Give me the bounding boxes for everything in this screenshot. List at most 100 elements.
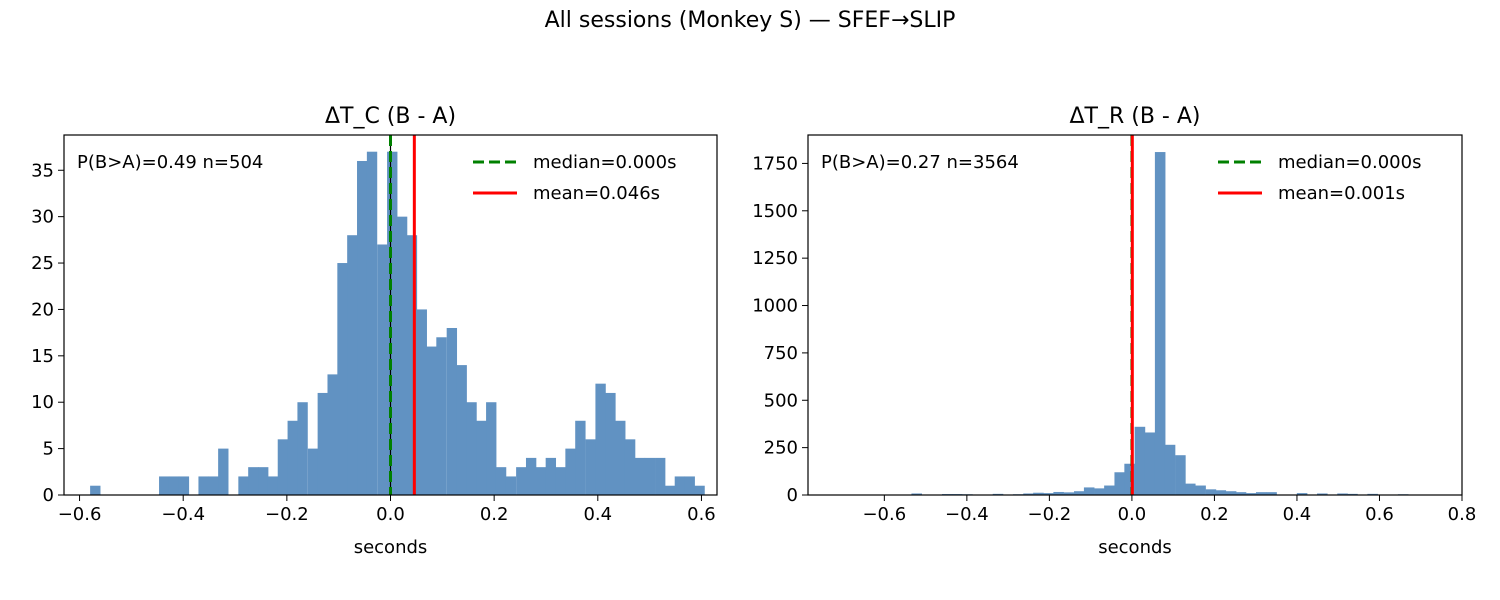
chart2-xtick-label: 0.0 <box>1118 504 1147 525</box>
chart1-bar-8 <box>248 467 259 495</box>
chart1-ytick-label: 5 <box>43 439 54 460</box>
chart1-bar-28 <box>446 327 458 495</box>
chart2-xtick-label: −0.6 <box>862 504 906 525</box>
chart2-bar-29 <box>1255 492 1267 495</box>
chart1-bar-26 <box>426 346 437 495</box>
chart1-bar-47 <box>634 457 646 495</box>
chart1-bar-51 <box>674 476 686 495</box>
chart1-annotation: P(B>A)=0.49 n=504 <box>77 152 263 173</box>
chart1-ytick-label: 0 <box>43 485 54 506</box>
chart1-legend-label-1: mean=0.046s <box>533 183 660 204</box>
chart1-bar-44 <box>605 392 616 495</box>
chart2-ytick-label: 0 <box>787 485 798 506</box>
chart1-bar-19 <box>357 160 368 496</box>
chart2-bar-30 <box>1266 492 1277 495</box>
chart1-xtick-label: −0.6 <box>58 504 102 525</box>
chart1-bar-40 <box>565 448 576 495</box>
chart2-ytick-label: 1000 <box>752 296 798 317</box>
chart2-bar-15 <box>1114 472 1125 495</box>
chart1-bar-31 <box>476 420 487 495</box>
chart1-xtick-label: 0.4 <box>583 504 612 525</box>
chart2-xtick-label: −0.4 <box>945 504 989 525</box>
chart1-bar-46 <box>624 439 636 495</box>
chart1-bar-11 <box>277 439 289 495</box>
chart2-axes-frame <box>807 134 1463 496</box>
chart2-bar-14 <box>1104 485 1115 495</box>
chart1-bar-25 <box>416 309 427 495</box>
chart2-ytick-label: 500 <box>764 390 798 411</box>
chart1-bar-23 <box>396 216 408 495</box>
chart2-bar-26 <box>1225 491 1237 495</box>
chart2-bar-21 <box>1175 455 1186 495</box>
chart2-bar-20 <box>1164 444 1176 495</box>
chart1-ytick-label: 25 <box>31 253 54 274</box>
chart2-legend-label-1: mean=0.001s <box>1278 183 1405 204</box>
chart1-bar-53 <box>694 485 705 495</box>
chart2-bar-32 <box>1317 493 1328 495</box>
chart1-bar-38 <box>545 457 557 495</box>
chart1-bar-1 <box>159 476 170 495</box>
chart2-xtick-label: −0.2 <box>1028 504 1072 525</box>
chart1-bar-7 <box>238 476 249 495</box>
chart1-bar-20 <box>366 151 378 495</box>
chart1-xtick-label: −0.2 <box>265 504 309 525</box>
chart1-bar-48 <box>644 457 655 495</box>
chart2-bar-33 <box>1337 493 1348 495</box>
chart2-xtick-label: 0.8 <box>1448 504 1477 525</box>
chart1-title: ΔT_C (B - A) <box>325 104 456 129</box>
chart1-ytick-label: 30 <box>31 207 54 228</box>
chart1-bar-5 <box>208 476 219 495</box>
chart1-bar-22 <box>387 151 398 495</box>
chart2-bar-16 <box>1124 463 1135 495</box>
chart2-bar-11 <box>1074 491 1085 495</box>
chart2-bar-18 <box>1144 432 1156 495</box>
chart1-legend-label-0: median=0.000s <box>533 152 676 173</box>
chart2-annotation: P(B>A)=0.27 n=3564 <box>821 152 1019 173</box>
chart1-ytick-label: 15 <box>31 346 54 367</box>
chart1-bar-13 <box>297 402 308 495</box>
chart1-bar-15 <box>317 392 328 495</box>
chart2-bar-0 <box>911 493 922 495</box>
chart1-bar-9 <box>258 467 269 495</box>
chart1-bar-45 <box>615 420 626 495</box>
chart1-bar-49 <box>655 457 666 495</box>
chart2-bar-31 <box>1296 493 1308 495</box>
chart2-bar-17 <box>1134 426 1146 495</box>
chart2-bar-10 <box>1063 492 1075 495</box>
chart2-xtick-label: 0.6 <box>1365 504 1394 525</box>
chart1-bar-16 <box>327 374 338 495</box>
chart1-xtick-label: 0.2 <box>480 504 509 525</box>
chart2-ytick-label: 1500 <box>752 201 798 222</box>
chart1-bar-37 <box>535 467 547 495</box>
chart2-bar-22 <box>1185 483 1196 495</box>
chart2-ytick-label: 750 <box>764 343 798 364</box>
chart2-bar-19 <box>1154 152 1166 496</box>
chart2-bar-8 <box>1043 493 1055 495</box>
chart1-xtick-label: 0.0 <box>376 504 405 525</box>
chart1-bar-29 <box>456 365 467 495</box>
chart1-bar-17 <box>337 263 348 495</box>
chart1-bar-14 <box>307 448 319 495</box>
chart2-bar-13 <box>1094 488 1105 495</box>
chart2-title: ΔT_R (B - A) <box>1069 104 1200 129</box>
chart2-bar-28 <box>1246 493 1257 495</box>
chart2-bar-7 <box>1033 492 1044 495</box>
chart2-legend-label-0: median=0.000s <box>1278 152 1421 173</box>
chart1-bar-35 <box>516 467 527 495</box>
chart1-bar-50 <box>664 485 676 495</box>
chart2-bar-25 <box>1215 490 1227 495</box>
chart1-bar-52 <box>684 476 695 495</box>
chart1-bar-0 <box>90 485 101 495</box>
chart1-bar-34 <box>505 476 517 495</box>
chart1-xlabel: seconds <box>354 537 428 558</box>
chart2-bar-27 <box>1235 492 1247 495</box>
figure-title: All sessions (Monkey S) — SFEF→SLIP <box>544 8 956 33</box>
chart1-ytick-label: 10 <box>31 392 54 413</box>
chart1-bar-42 <box>585 439 596 495</box>
chart1-xtick-label: −0.4 <box>161 504 205 525</box>
chart2-bar-23 <box>1195 485 1206 495</box>
chart2-bar-6 <box>1023 493 1034 495</box>
chart1-bar-27 <box>436 337 447 495</box>
chart2-xtick-label: 0.2 <box>1200 504 1229 525</box>
